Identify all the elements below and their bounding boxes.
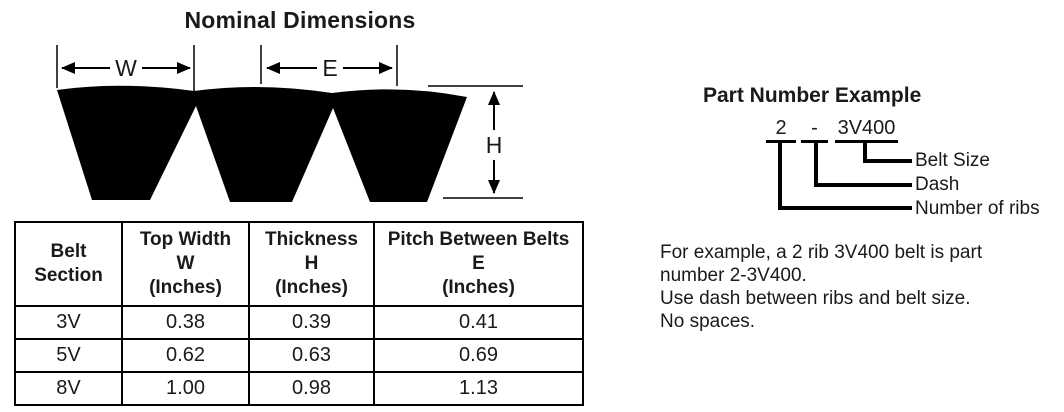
dash-leader-line-vertical bbox=[814, 141, 818, 187]
belt-dimensions-table: Belt Section Top Width W (Inches) Thickn… bbox=[14, 221, 584, 406]
cell-top-width: 0.62 bbox=[121, 338, 250, 373]
table-row: 3V 0.38 0.39 0.41 bbox=[14, 305, 584, 340]
cell-pitch: 0.41 bbox=[373, 305, 584, 340]
header-thickness: Thickness H (Inches) bbox=[248, 221, 375, 307]
cell-pitch: 1.13 bbox=[373, 371, 584, 406]
table-header-row: Belt Section Top Width W (Inches) Thickn… bbox=[14, 221, 584, 307]
dimension-arrows bbox=[61, 62, 500, 194]
ribs-leader-line-vertical bbox=[778, 141, 782, 210]
part-number-notes: For example, a 2 rib 3V400 belt is part … bbox=[660, 242, 983, 332]
belt-cross-section-diagram: W E H bbox=[56, 45, 523, 202]
belt-size-label: Belt Size bbox=[915, 150, 990, 171]
part-number-example-title: Part Number Example bbox=[703, 84, 922, 107]
cell-thickness: 0.63 bbox=[248, 338, 375, 373]
cell-belt-section: 5V bbox=[14, 338, 123, 373]
header-belt-section: Belt Section bbox=[14, 221, 123, 307]
header-top-width: Top Width W (Inches) bbox=[121, 221, 250, 307]
part-number-ribs-value: 2 bbox=[766, 118, 796, 143]
cell-thickness: 0.98 bbox=[248, 371, 375, 406]
width-dimension-label: W bbox=[115, 55, 137, 81]
number-of-ribs-label: Number of ribs bbox=[915, 198, 1040, 219]
height-dimension-label: H bbox=[486, 132, 503, 158]
header-pitch: Pitch Between Belts E (Inches) bbox=[373, 221, 584, 307]
belt-profile-shape bbox=[57, 85, 467, 202]
cell-belt-section: 3V bbox=[14, 305, 123, 340]
table-row: 5V 0.62 0.63 0.69 bbox=[14, 338, 584, 373]
part-number-dash-value: - bbox=[801, 118, 828, 143]
table-row: 8V 1.00 0.98 1.13 bbox=[14, 371, 584, 406]
dash-label: Dash bbox=[915, 174, 960, 195]
cell-belt-section: 8V bbox=[14, 371, 123, 406]
pitch-dimension-label: E bbox=[322, 55, 337, 81]
belt-size-leader-line-horizontal bbox=[865, 159, 912, 163]
cell-pitch: 0.69 bbox=[373, 338, 584, 373]
cell-thickness: 0.39 bbox=[248, 305, 375, 340]
nominal-dimensions-title: Nominal Dimensions bbox=[184, 7, 416, 33]
dash-leader-line-horizontal bbox=[816, 183, 912, 187]
cell-top-width: 1.00 bbox=[121, 371, 250, 406]
part-number-belt-size-value: 3V400 bbox=[835, 118, 898, 143]
belt-size-leader-line-vertical bbox=[863, 141, 867, 163]
ribs-leader-line-horizontal bbox=[780, 206, 912, 210]
cell-top-width: 0.38 bbox=[121, 305, 250, 340]
dimension-extension-lines bbox=[56, 45, 523, 199]
